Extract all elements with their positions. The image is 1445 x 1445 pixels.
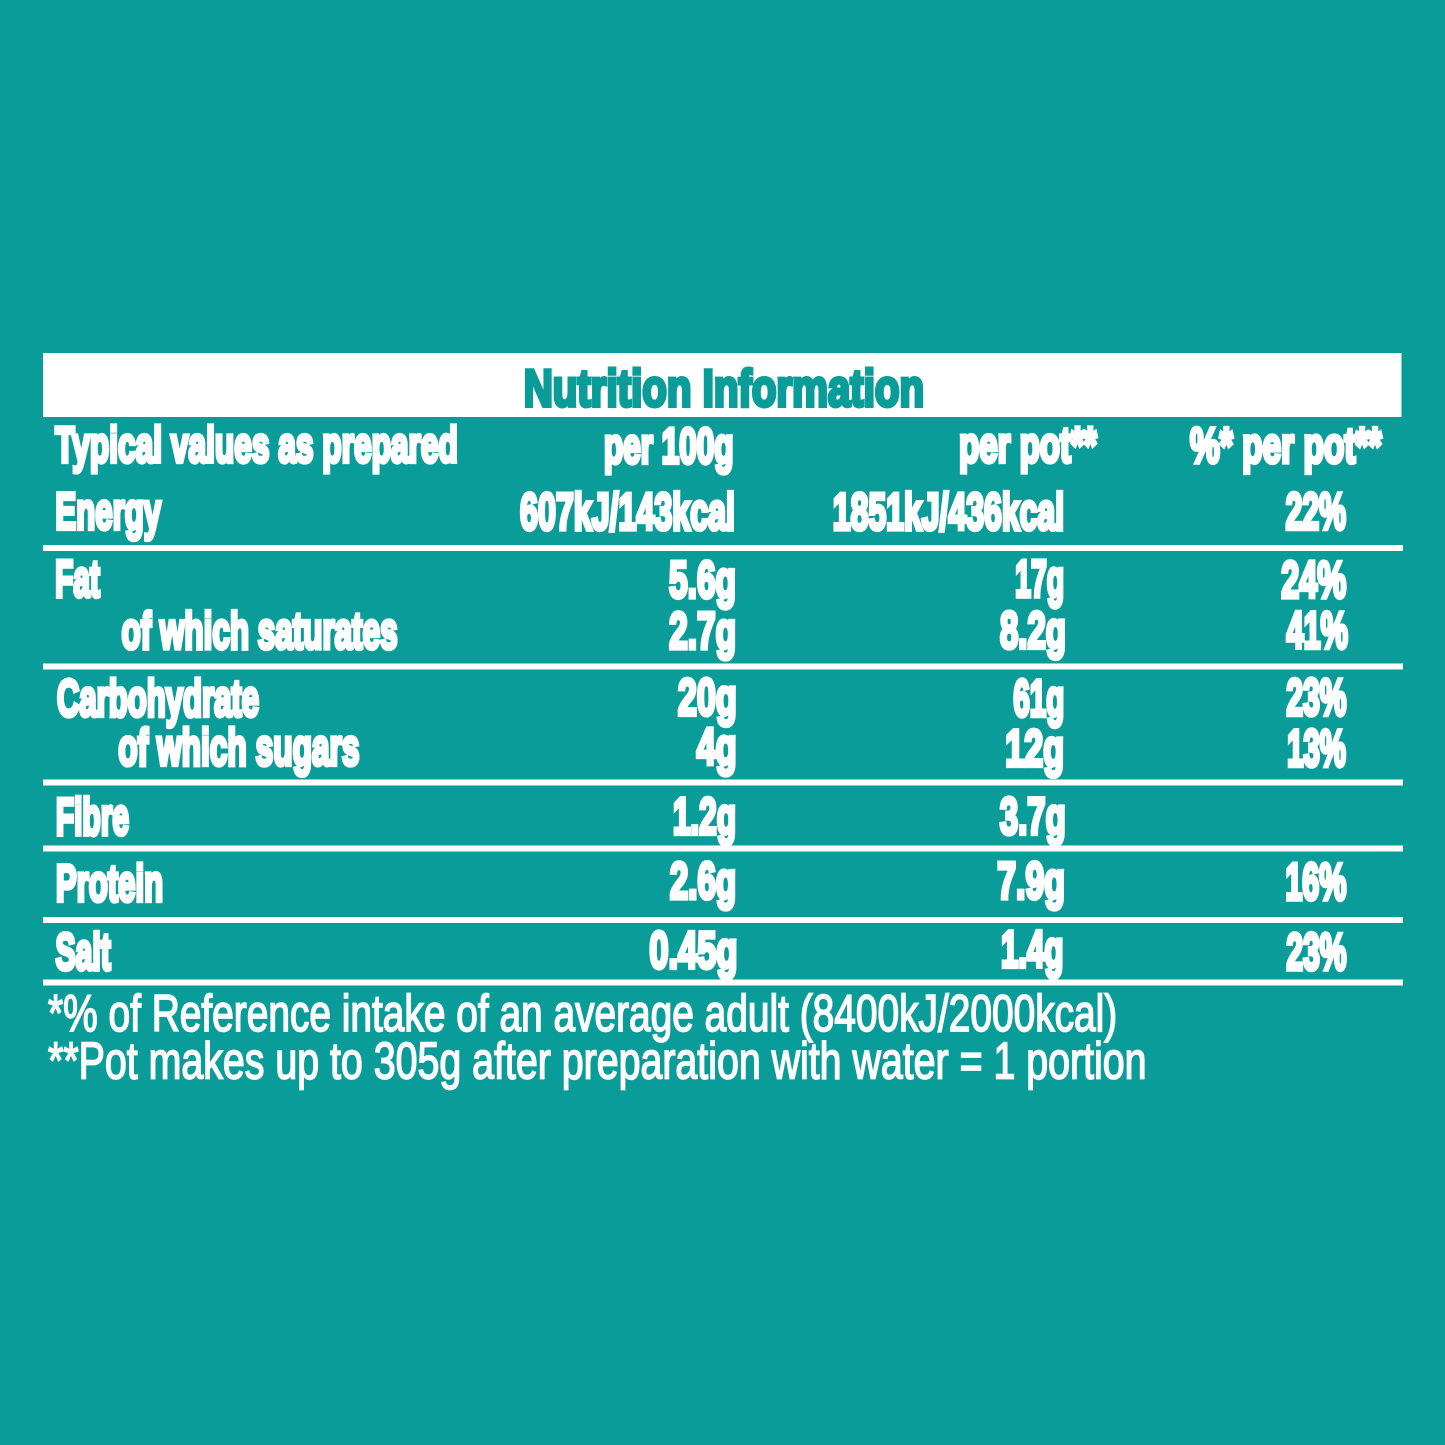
svg-text:5.6g: 5.6g xyxy=(669,551,736,609)
svg-text:61g: 61g xyxy=(1013,669,1064,727)
svg-text:13%: 13% xyxy=(1287,719,1346,777)
svg-text:per pot**: per pot** xyxy=(959,417,1097,474)
svg-text:Fibre: Fibre xyxy=(56,788,129,847)
svg-text:Nutrition Information: Nutrition Information xyxy=(524,359,924,417)
svg-text:of which sugars: of which sugars xyxy=(118,719,359,777)
svg-text:12g: 12g xyxy=(1005,720,1064,778)
svg-text:1.4g: 1.4g xyxy=(1001,921,1063,979)
svg-text:17g: 17g xyxy=(1015,549,1064,607)
svg-text:24%: 24% xyxy=(1281,552,1346,610)
svg-text:Fat: Fat xyxy=(55,551,100,609)
svg-text:%* per pot**: %* per pot** xyxy=(1190,418,1382,475)
svg-text:8.2g: 8.2g xyxy=(1000,601,1066,660)
svg-text:20g: 20g xyxy=(678,669,737,727)
svg-text:of which saturates: of which saturates xyxy=(122,603,398,661)
svg-text:7.9g: 7.9g xyxy=(997,852,1065,910)
svg-text:0.45g: 0.45g xyxy=(649,922,737,980)
svg-text:**Pot makes up to 305g after p: **Pot makes up to 305g after preparation… xyxy=(48,1031,1146,1090)
svg-text:4g: 4g xyxy=(697,718,737,776)
svg-text:2.7g: 2.7g xyxy=(669,602,736,660)
svg-text:*% of Reference intake of an a: *% of Reference intake of an average adu… xyxy=(48,984,1117,1042)
svg-text:3.7g: 3.7g xyxy=(1000,789,1066,846)
svg-text:1851kJ/436kcal: 1851kJ/436kcal xyxy=(833,484,1064,542)
svg-text:Protein: Protein xyxy=(56,855,163,913)
svg-text:Typical values as prepared: Typical values as prepared xyxy=(55,417,458,473)
svg-text:1.2g: 1.2g xyxy=(673,788,736,846)
svg-text:16%: 16% xyxy=(1285,853,1346,912)
svg-text:41%: 41% xyxy=(1287,602,1348,661)
svg-text:Salt: Salt xyxy=(56,923,111,982)
svg-text:23%: 23% xyxy=(1286,923,1346,982)
svg-text:Carbohydrate: Carbohydrate xyxy=(57,670,259,728)
svg-text:Energy: Energy xyxy=(55,483,161,541)
svg-text:22%: 22% xyxy=(1286,482,1346,541)
svg-text:23%: 23% xyxy=(1286,669,1346,728)
svg-text:2.6g: 2.6g xyxy=(670,852,736,910)
svg-text:607kJ/143kcal: 607kJ/143kcal xyxy=(520,484,735,542)
svg-text:per 100g: per 100g xyxy=(604,418,734,474)
